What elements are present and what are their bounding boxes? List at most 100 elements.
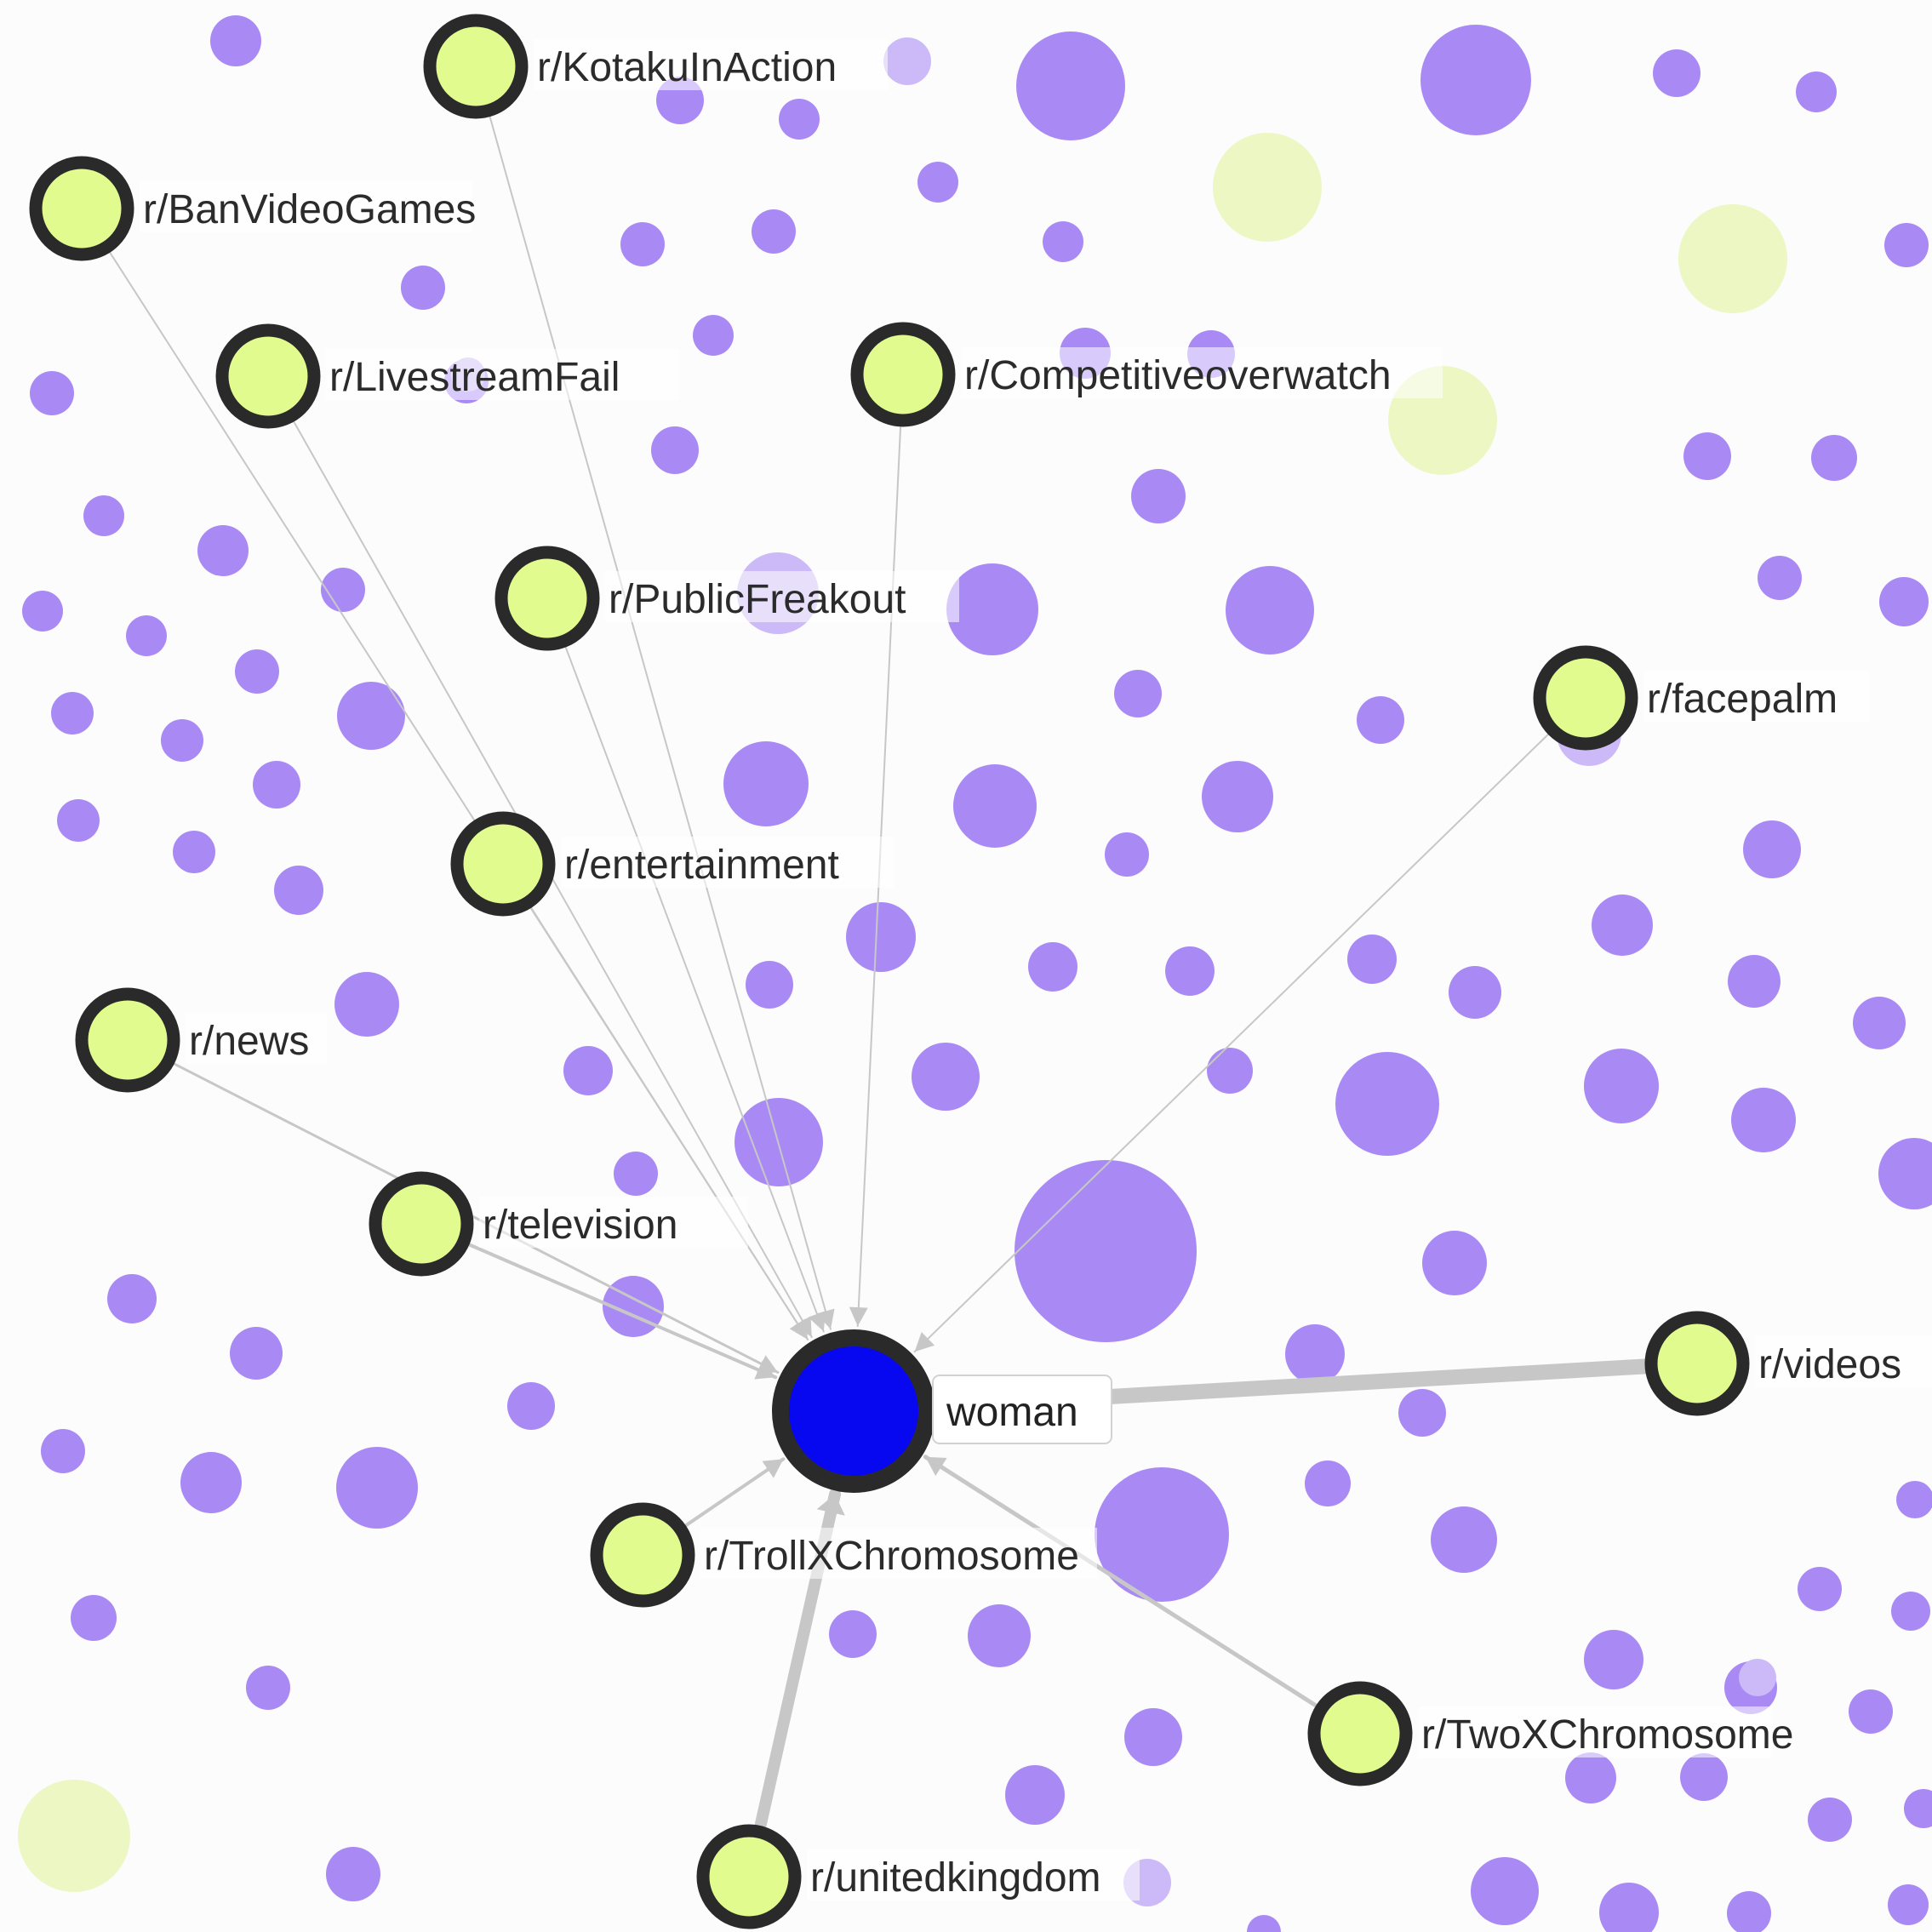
background-node[interactable] bbox=[1884, 223, 1929, 267]
background-node[interactable] bbox=[1683, 432, 1731, 480]
background-node[interactable] bbox=[18, 1780, 130, 1892]
background-node[interactable] bbox=[1599, 1883, 1659, 1932]
subreddit-node-entertainment[interactable]: r/entertainment bbox=[450, 811, 894, 917]
background-node[interactable] bbox=[41, 1429, 85, 1473]
background-node[interactable] bbox=[1584, 1630, 1643, 1689]
background-node[interactable] bbox=[57, 799, 100, 842]
subreddit-node-circle[interactable] bbox=[369, 1171, 474, 1277]
subreddit-node-circle[interactable] bbox=[450, 811, 556, 917]
background-node[interactable] bbox=[1743, 820, 1801, 878]
background-node[interactable] bbox=[71, 1595, 117, 1641]
background-node[interactable] bbox=[746, 961, 793, 1009]
background-node[interactable] bbox=[126, 615, 167, 656]
background-node[interactable] bbox=[1896, 1481, 1932, 1518]
subreddit-node-news[interactable]: r/news bbox=[75, 987, 327, 1093]
subreddit-node-circle[interactable] bbox=[29, 156, 134, 261]
background-node[interactable] bbox=[1398, 1389, 1446, 1437]
center-node[interactable] bbox=[772, 1329, 935, 1493]
subreddit-node-circle[interactable] bbox=[423, 14, 529, 119]
background-node[interactable] bbox=[1471, 1857, 1539, 1925]
background-node[interactable] bbox=[1888, 1884, 1929, 1925]
background-node[interactable] bbox=[1565, 1752, 1616, 1803]
background-node[interactable] bbox=[846, 902, 916, 972]
background-node[interactable] bbox=[1422, 1231, 1487, 1295]
background-node[interactable] bbox=[1165, 946, 1215, 996]
subreddit-node-twoxchromosome[interactable]: r/TwoXChromosome bbox=[1307, 1681, 1793, 1786]
background-node[interactable] bbox=[274, 866, 323, 915]
subreddit-node-banvideogames[interactable]: r/BanVideoGames bbox=[29, 156, 476, 261]
background-node[interactable] bbox=[1449, 966, 1501, 1019]
background-node[interactable] bbox=[1891, 1592, 1930, 1631]
subreddit-node-circle[interactable] bbox=[215, 323, 321, 429]
background-node[interactable] bbox=[917, 162, 958, 203]
subreddit-node-competitiveoverwatch[interactable]: r/Competitiveoverwatch bbox=[850, 322, 1443, 427]
background-node[interactable] bbox=[1305, 1460, 1351, 1506]
background-node[interactable] bbox=[51, 692, 94, 735]
background-node[interactable] bbox=[337, 682, 405, 750]
background-node[interactable] bbox=[1431, 1506, 1497, 1573]
background-node[interactable] bbox=[883, 37, 931, 85]
background-node[interactable] bbox=[953, 764, 1037, 848]
background-node[interactable] bbox=[651, 426, 699, 474]
subreddit-node-publicfreakout[interactable]: r/PublicFreakout bbox=[494, 546, 959, 651]
background-node[interactable] bbox=[1207, 1048, 1253, 1094]
background-node[interactable] bbox=[1592, 895, 1653, 956]
subreddit-node-circle[interactable] bbox=[1644, 1311, 1750, 1416]
background-node[interactable] bbox=[1727, 1891, 1771, 1932]
background-node[interactable] bbox=[1105, 832, 1149, 877]
background-node[interactable] bbox=[1808, 1798, 1852, 1842]
background-node[interactable] bbox=[1124, 1708, 1182, 1766]
background-node[interactable] bbox=[1043, 221, 1083, 262]
background-node[interactable] bbox=[180, 1452, 242, 1513]
background-node[interactable] bbox=[1680, 1753, 1728, 1801]
background-node[interactable] bbox=[1728, 955, 1781, 1008]
background-node[interactable] bbox=[693, 315, 734, 356]
background-node[interactable] bbox=[1678, 204, 1787, 313]
subreddit-node-videos[interactable]: r/videos bbox=[1644, 1311, 1932, 1416]
background-node[interactable] bbox=[507, 1382, 555, 1430]
background-node[interactable] bbox=[1335, 1052, 1439, 1156]
background-node[interactable] bbox=[401, 266, 445, 310]
background-node[interactable] bbox=[1653, 49, 1701, 97]
background-node[interactable] bbox=[563, 1046, 613, 1095]
background-node[interactable] bbox=[1247, 1915, 1281, 1932]
background-node[interactable] bbox=[946, 563, 1038, 655]
subreddit-node-circle[interactable] bbox=[850, 322, 956, 427]
background-node[interactable] bbox=[779, 99, 820, 140]
background-node[interactable] bbox=[230, 1327, 283, 1380]
background-node[interactable] bbox=[1016, 31, 1125, 140]
background-node[interactable] bbox=[1005, 1765, 1065, 1825]
background-node[interactable] bbox=[336, 1447, 418, 1529]
subreddit-node-circle[interactable] bbox=[590, 1502, 695, 1608]
background-node[interactable] bbox=[1849, 1689, 1893, 1734]
background-node[interactable] bbox=[1131, 469, 1186, 523]
background-node[interactable] bbox=[620, 222, 665, 266]
background-node[interactable] bbox=[253, 761, 300, 809]
background-node[interactable] bbox=[1904, 1789, 1932, 1828]
background-node[interactable] bbox=[1285, 1324, 1345, 1384]
subreddit-node-circle[interactable] bbox=[696, 1824, 802, 1929]
background-node[interactable] bbox=[161, 719, 203, 762]
background-node[interactable] bbox=[321, 568, 365, 612]
subreddit-node-livestreamfail[interactable]: r/LivestreamFail bbox=[215, 323, 680, 429]
subreddit-node-facepalm[interactable]: r/facepalm bbox=[1533, 645, 1870, 751]
background-node[interactable] bbox=[1731, 1088, 1796, 1152]
background-node[interactable] bbox=[1202, 761, 1273, 832]
background-node[interactable] bbox=[1584, 1049, 1659, 1123]
background-node[interactable] bbox=[1028, 942, 1077, 992]
background-node[interactable] bbox=[968, 1604, 1031, 1667]
background-node[interactable] bbox=[210, 15, 261, 66]
subreddit-node-television[interactable]: r/television bbox=[369, 1171, 748, 1277]
background-node[interactable] bbox=[829, 1610, 877, 1658]
background-node[interactable] bbox=[334, 972, 399, 1037]
background-node[interactable] bbox=[1357, 696, 1404, 744]
background-node[interactable] bbox=[326, 1847, 380, 1901]
background-node[interactable] bbox=[1114, 670, 1162, 717]
background-node[interactable] bbox=[614, 1152, 658, 1196]
subreddit-node-circle[interactable] bbox=[1533, 645, 1638, 751]
background-node[interactable] bbox=[1879, 577, 1929, 626]
background-node[interactable] bbox=[246, 1666, 290, 1710]
background-node[interactable] bbox=[1739, 1659, 1776, 1696]
background-node[interactable] bbox=[22, 591, 63, 632]
background-node[interactable] bbox=[107, 1274, 157, 1323]
